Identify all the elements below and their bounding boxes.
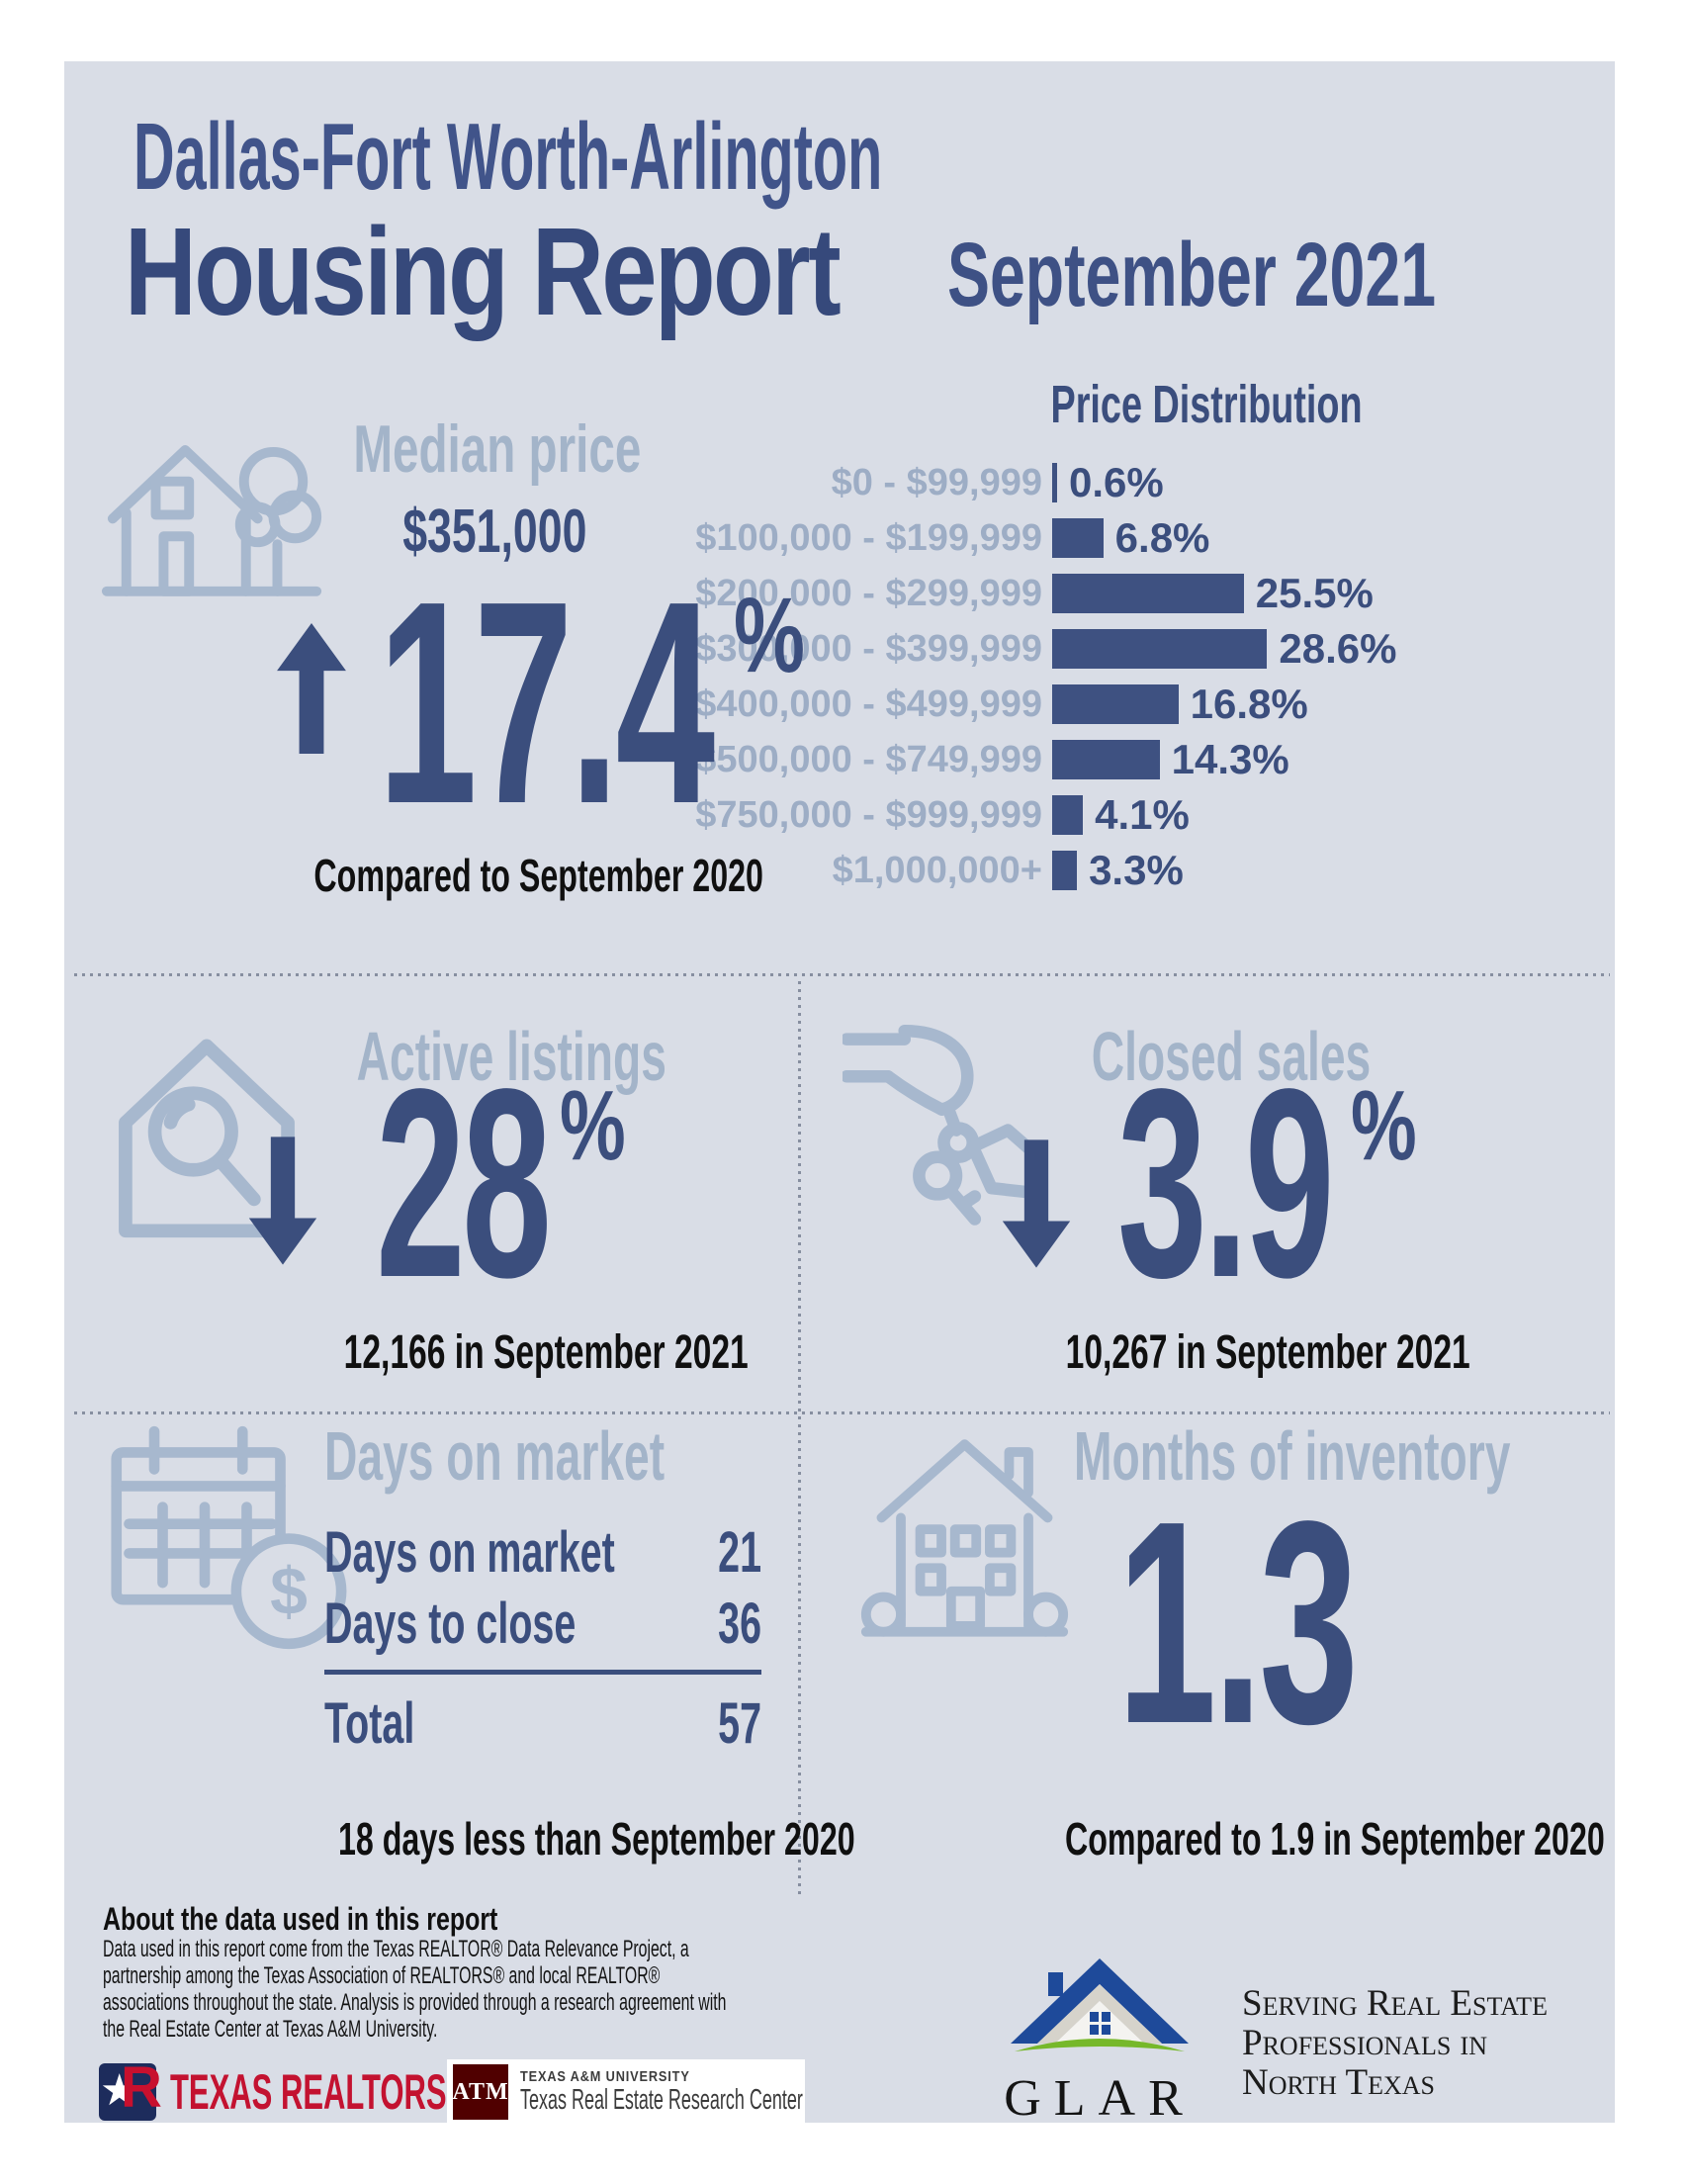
- chart-bar: [1052, 574, 1244, 613]
- chart-row: $500,000 - $749,999 14.3%: [682, 732, 1454, 787]
- glar-tagline-line3: North Texas: [1242, 2062, 1436, 2103]
- report-main-title: Housing Report: [125, 210, 1018, 334]
- chart-row: $0 - $99,999 0.6%: [682, 455, 1454, 510]
- chart-category-label: $1,000,000+: [832, 850, 1042, 891]
- texas-realtors-logo: ★ R TEXAS REALTORS®: [99, 2059, 626, 2121]
- days-on-market-caption: 18 days less than September 2020: [337, 1813, 855, 1865]
- horizontal-divider: [74, 973, 1610, 976]
- title-line1: Dallas-Fort Worth-Arlington: [133, 104, 883, 210]
- chart-bar: [1052, 518, 1104, 558]
- chart-value-label: 6.8%: [1114, 514, 1210, 561]
- chart-value-label: 14.3%: [1171, 736, 1289, 782]
- texas-realtors-name: TEXAS REALTORS: [170, 2064, 447, 2120]
- chart-row: $300,000 - $399,999 28.6%: [682, 621, 1454, 677]
- house-with-tree-icon: [101, 445, 322, 596]
- report-period: September 2021: [947, 229, 1645, 320]
- star-icon: ★: [100, 2066, 139, 2115]
- tr-monogram: R: [121, 2055, 162, 2120]
- chart-bar: [1052, 463, 1057, 502]
- hand-with-keys-icon: [843, 1024, 1047, 1226]
- active-listings-change: 28: [376, 1033, 552, 1333]
- tamu-monogram: ATM: [452, 2064, 508, 2120]
- glar-tagline: Serving Real Estate Professionals in Nor…: [1242, 1984, 1548, 2103]
- tamu-university-label: TEXAS A&M UNIVERSITY: [520, 2068, 690, 2085]
- median-price-caption: Compared to September 2020: [313, 850, 763, 901]
- closed-sales-percent-sign: %: [1351, 1070, 1417, 1181]
- median-price-heading: Median price: [353, 411, 642, 487]
- days-on-market-row-label: Days on market: [324, 1520, 615, 1585]
- chart-category-label: $300,000 - $399,999: [695, 628, 1042, 670]
- apartment-building-icon: [860, 1439, 1069, 1637]
- total-value: 57: [718, 1691, 761, 1756]
- median-price-change: 17.4: [378, 541, 715, 864]
- months-of-inventory-caption: Compared to 1.9 in September 2020: [1064, 1813, 1605, 1865]
- tamu-research-center-logo: ATM TEXAS A&M UNIVERSITY Texas Real Esta…: [447, 2059, 805, 2125]
- median-price-percent-sign: %: [734, 575, 806, 694]
- total-label: Total: [324, 1691, 415, 1756]
- chart-row: $100,000 - $199,999 6.8%: [682, 510, 1454, 566]
- active-listings-heading: Active listings: [356, 1018, 666, 1095]
- price-distribution-chart: $0 - $99,999 0.6% $100,000 - $199,999 6.…: [682, 455, 1454, 898]
- chart-row: $200,000 - $299,999 25.5%: [682, 566, 1454, 621]
- chart-row: $1,000,000+ 3.3%: [682, 843, 1454, 898]
- closed-sales-heading: Closed sales: [1091, 1018, 1372, 1095]
- glar-name: GLAR: [1004, 2070, 1196, 2127]
- chart-category-label: $750,000 - $999,999: [695, 794, 1042, 836]
- report-region-title: Dallas-Fort Worth-Arlington: [133, 110, 1381, 205]
- chart-bar: [1052, 684, 1179, 724]
- closed-sales-caption: 10,267 in September 2021: [1065, 1326, 1470, 1379]
- period-label: September 2021: [947, 225, 1437, 325]
- glar-tagline-line2: Professionals in: [1242, 2023, 1487, 2063]
- chart-bar: [1052, 629, 1268, 669]
- chart-value-label: 25.5%: [1255, 570, 1374, 616]
- horizontal-divider: [74, 1411, 1610, 1414]
- glar-tagline-line1: Serving Real Estate: [1242, 1983, 1548, 2024]
- median-price-value: $351,000: [401, 498, 587, 566]
- chart-category-label: $500,000 - $749,999: [695, 739, 1042, 780]
- active-listings-caption: 12,166 in September 2021: [343, 1326, 749, 1379]
- about-heading: About the data used in this report: [103, 1901, 498, 1937]
- svg-text:$: $: [270, 1554, 308, 1629]
- chart-value-label: 4.1%: [1095, 791, 1190, 838]
- chart-value-label: 0.6%: [1069, 459, 1164, 505]
- down-arrow-icon: [1002, 1139, 1071, 1268]
- up-arrow-icon: [277, 623, 346, 754]
- chart-bar: [1052, 740, 1160, 779]
- tamu-center-name: Texas Real Estate Research Center: [520, 2084, 803, 2116]
- chart-category-label: $400,000 - $499,999: [695, 683, 1042, 725]
- total-rule: [324, 1670, 761, 1675]
- about-body: Data used in this report come from the T…: [103, 1936, 727, 2043]
- months-of-inventory-value: 1.3: [1116, 1461, 1359, 1783]
- texas-realtors-mark: ★ R: [99, 2059, 162, 2121]
- chart-category-label: $100,000 - $199,999: [695, 517, 1042, 559]
- chart-value-label: 3.3%: [1089, 847, 1184, 893]
- days-on-market-row-value: 21: [718, 1520, 761, 1585]
- title-line2: Housing Report: [125, 202, 842, 341]
- chart-value-label: 28.6%: [1279, 625, 1397, 672]
- active-listings-percent-sign: %: [560, 1070, 626, 1181]
- days-to-close-row-value: 36: [718, 1592, 761, 1656]
- chart-value-label: 16.8%: [1190, 681, 1308, 727]
- calendar-dollar-icon: $: [111, 1425, 347, 1650]
- down-arrow-icon: [248, 1137, 317, 1265]
- days-to-close-row-label: Days to close: [324, 1592, 577, 1656]
- report-background-panel: [64, 61, 1615, 2123]
- closed-sales-change: 3.9: [1117, 1033, 1335, 1333]
- chart-row: $750,000 - $999,999 4.1%: [682, 787, 1454, 843]
- chart-row: $400,000 - $499,999 16.8%: [682, 677, 1454, 732]
- vertical-divider: [798, 981, 801, 1896]
- days-on-market-heading: Days on market: [324, 1417, 666, 1495]
- months-of-inventory-heading: Months of inventory: [1074, 1417, 1511, 1495]
- chart-bar: [1052, 851, 1078, 890]
- glar-house-icon: [1011, 1958, 1189, 2051]
- chart-category-label: $0 - $99,999: [831, 462, 1042, 503]
- chart-category-label: $200,000 - $299,999: [695, 573, 1042, 614]
- chart-bar: [1052, 795, 1084, 835]
- price-distribution-title: Price Distribution: [1050, 375, 1363, 434]
